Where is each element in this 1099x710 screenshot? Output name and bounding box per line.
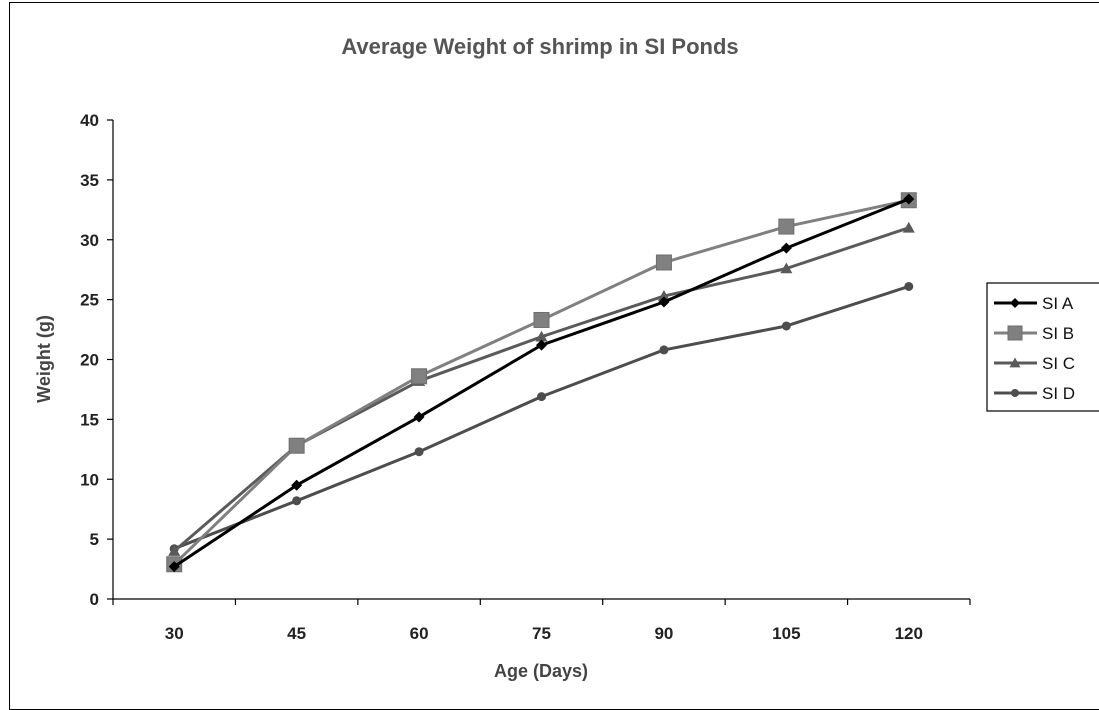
y-tick-label: 10 [80,470,99,489]
y-axis-label: Weight (g) [34,315,54,403]
y-tick-label: 35 [80,171,99,190]
data-point-si-d [781,321,791,331]
legend-marker [1010,298,1020,308]
x-tick-label: 90 [654,624,673,643]
legend: SI A SI B SI C SI D [986,282,1099,412]
legend-item-si-a: SI A [994,294,1074,313]
data-point-si-d [414,447,424,457]
data-point-si-d [904,281,914,291]
legend-item-si-b: SI B [994,324,1074,343]
y-tick-label: 25 [80,291,99,310]
series-si-d [169,281,914,554]
y-tick-label: 40 [80,111,99,130]
data-point-si-d [292,496,302,506]
data-point-si-b [288,437,305,454]
data-point-si-c [657,290,670,301]
data-point-si-a [536,339,547,351]
y-tick-label: 20 [80,351,99,370]
x-axis-label: Age (Days) [494,661,588,681]
series-si-a [168,193,915,573]
series-line-si-c [173,226,910,553]
data-point-si-c [902,221,915,233]
legend-label: SI C [1042,354,1075,373]
data-point-si-b [411,368,428,385]
y-tick-label: 5 [90,530,99,549]
data-point-si-a [291,479,303,491]
legend-label: SI D [1042,384,1075,403]
x-tick-label: 60 [410,624,429,643]
data-point-si-b [778,218,795,235]
data-point-si-c [535,330,548,342]
legend-label: SI B [1042,324,1074,343]
chart-area [9,2,1099,710]
legend-marker [1007,325,1023,341]
data-point-si-a [168,561,180,573]
data-point-si-c [780,262,793,274]
axes: 0 5 10 15 20 25 30 35 40 30 45 60 75 90 105 120 [80,111,971,643]
data-point-si-d [659,345,669,355]
data-point-si-b [533,311,550,328]
x-tick-label: 30 [165,624,184,643]
data-point-si-a [780,242,792,254]
data-point-si-b [655,254,672,271]
legend-marker [1011,389,1019,397]
y-tick-label: 30 [80,231,99,250]
data-point-si-a [658,296,670,308]
data-point-si-a [903,193,915,205]
y-tick-label: 0 [90,590,99,609]
series-si-b [166,192,917,573]
x-tick-label: 105 [772,624,800,643]
series-line-si-a [173,197,910,568]
legend-item-si-d: SI D [994,384,1075,403]
legend-item-si-c: SI C [994,354,1075,373]
data-point-si-c [168,545,181,556]
data-point-si-d [537,392,546,402]
legend-marker [1009,357,1021,368]
x-tick-label: 120 [895,624,923,643]
plot-area [166,192,917,573]
x-tick-label: 75 [532,624,551,643]
data-point-si-a [413,411,425,423]
series-line-si-b [173,198,910,566]
y-tick-label: 15 [80,410,99,429]
chart-title: Average Weight of shrimp in SI Ponds [341,34,738,59]
x-tick-label: 45 [287,624,306,643]
legend-label: SI A [1042,294,1074,313]
